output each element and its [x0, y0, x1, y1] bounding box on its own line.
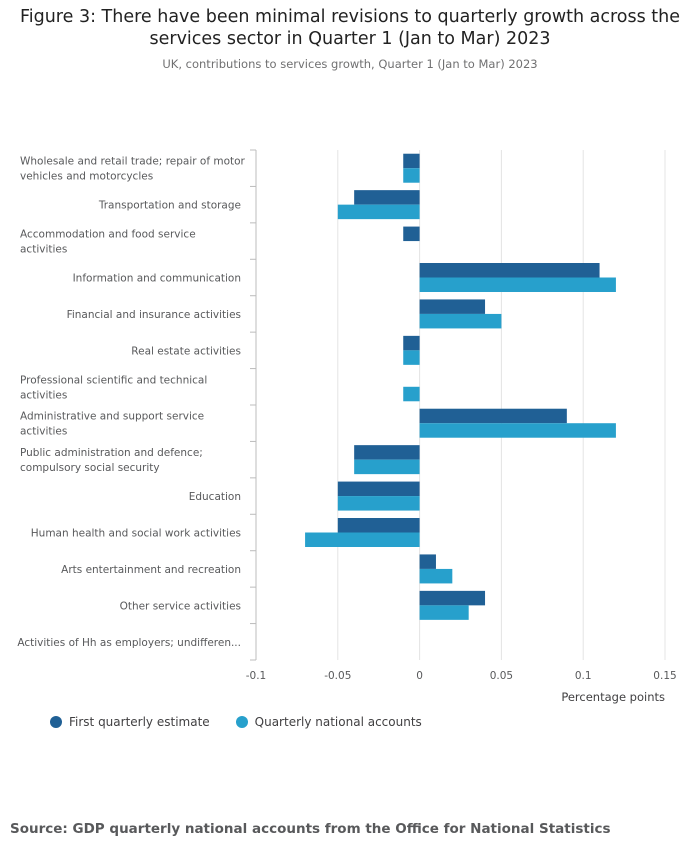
x-tick-label: 0 — [416, 670, 423, 682]
category-label: Public administration and defence; — [20, 447, 203, 459]
x-tick-label: 0.15 — [653, 670, 676, 682]
legend-swatch-first-quarterly-estimate — [50, 716, 62, 728]
x-axis-title: Percentage points — [561, 690, 665, 704]
bar-quarterly-national-accounts — [403, 386, 420, 402]
legend-label-quarterly-national-accounts: Quarterly national accounts — [254, 715, 422, 729]
legend-swatch-quarterly-national-accounts — [235, 716, 248, 728]
bar-quarterly-national-accounts — [305, 532, 420, 547]
bar-first-quarterly-estimate — [403, 335, 420, 351]
bar-quarterly-national-accounts — [403, 350, 420, 365]
category-label: activities — [20, 426, 67, 438]
category-label: Information and communication — [73, 273, 241, 285]
bar-first-quarterly-estimate — [419, 554, 436, 569]
category-label: Education — [189, 491, 241, 503]
x-tick-label: -0.1 — [246, 670, 267, 682]
chart-title-line-1: Figure 3: There have been minimal revisi… — [19, 7, 681, 27]
bar-quarterly-national-accounts — [337, 204, 420, 220]
category-label: Wholesale and retail trade; repair of mo… — [20, 156, 246, 168]
bar-first-quarterly-estimate — [419, 299, 486, 314]
category-label: Transportation and storage — [98, 200, 241, 212]
legend-item-first-quarterly-estimate: First quarterly estimate — [50, 715, 210, 729]
x-tick-label: 0.1 — [575, 670, 592, 682]
bar-quarterly-national-accounts — [419, 313, 502, 329]
x-tick-label: 0.05 — [490, 670, 513, 682]
category-label: Human health and social work activities — [31, 528, 241, 540]
category-label: Administrative and support service — [20, 411, 204, 423]
category-label: Real estate activities — [131, 345, 241, 357]
bar-first-quarterly-estimate — [419, 590, 486, 606]
category-label: Other service activities — [120, 600, 241, 612]
x-tick-label: -0.05 — [324, 670, 351, 682]
bar-first-quarterly-estimate — [403, 153, 420, 169]
category-label: vehicles and motorcycles — [20, 171, 153, 183]
chart-subtitle: UK, contributions to services growth, Qu… — [162, 57, 538, 71]
bar-first-quarterly-estimate — [419, 263, 600, 278]
legend: First quarterly estimate Quarterly natio… — [50, 715, 422, 729]
category-label: Financial and insurance activities — [67, 309, 241, 321]
bar-first-quarterly-estimate — [337, 481, 420, 497]
bar-quarterly-national-accounts — [337, 496, 420, 511]
bar-first-quarterly-estimate — [337, 518, 420, 533]
bar-quarterly-national-accounts — [403, 168, 420, 183]
category-label: activities — [20, 244, 67, 256]
category-label: Accommodation and food service — [20, 229, 196, 241]
chart-title-line-2: services sector in Quarter 1 (Jan to Mar… — [149, 29, 551, 49]
source-note: Source: GDP quarterly national accounts … — [10, 821, 611, 837]
category-label: compulsory social security — [20, 462, 160, 474]
bar-quarterly-national-accounts — [419, 568, 453, 584]
bar-first-quarterly-estimate — [354, 190, 420, 205]
category-label: Arts entertainment and recreation — [61, 564, 241, 576]
bar-chart: -0.1 -0.05 0 0.05 0.1 0.15 Wholesale and retai… — [17, 149, 677, 704]
bar-quarterly-national-accounts — [419, 423, 616, 438]
bar-quarterly-national-accounts — [419, 277, 616, 292]
category-label: activities — [20, 389, 67, 401]
category-label: Activities of Hh as employers; undiffere… — [17, 637, 241, 649]
bar-first-quarterly-estimate — [419, 408, 567, 424]
chart-title: Figure 3: There have been minimal revisi… — [0, 6, 700, 50]
bar-quarterly-national-accounts — [419, 605, 469, 620]
bar-first-quarterly-estimate — [354, 445, 420, 460]
legend-label-first-quarterly-estimate: First quarterly estimate — [69, 715, 210, 729]
bar-first-quarterly-estimate — [403, 226, 420, 242]
legend-item-quarterly-national-accounts: Quarterly national accounts — [235, 715, 422, 729]
bar-quarterly-national-accounts — [354, 459, 420, 475]
category-label: Professional scientific and technical — [20, 374, 207, 386]
